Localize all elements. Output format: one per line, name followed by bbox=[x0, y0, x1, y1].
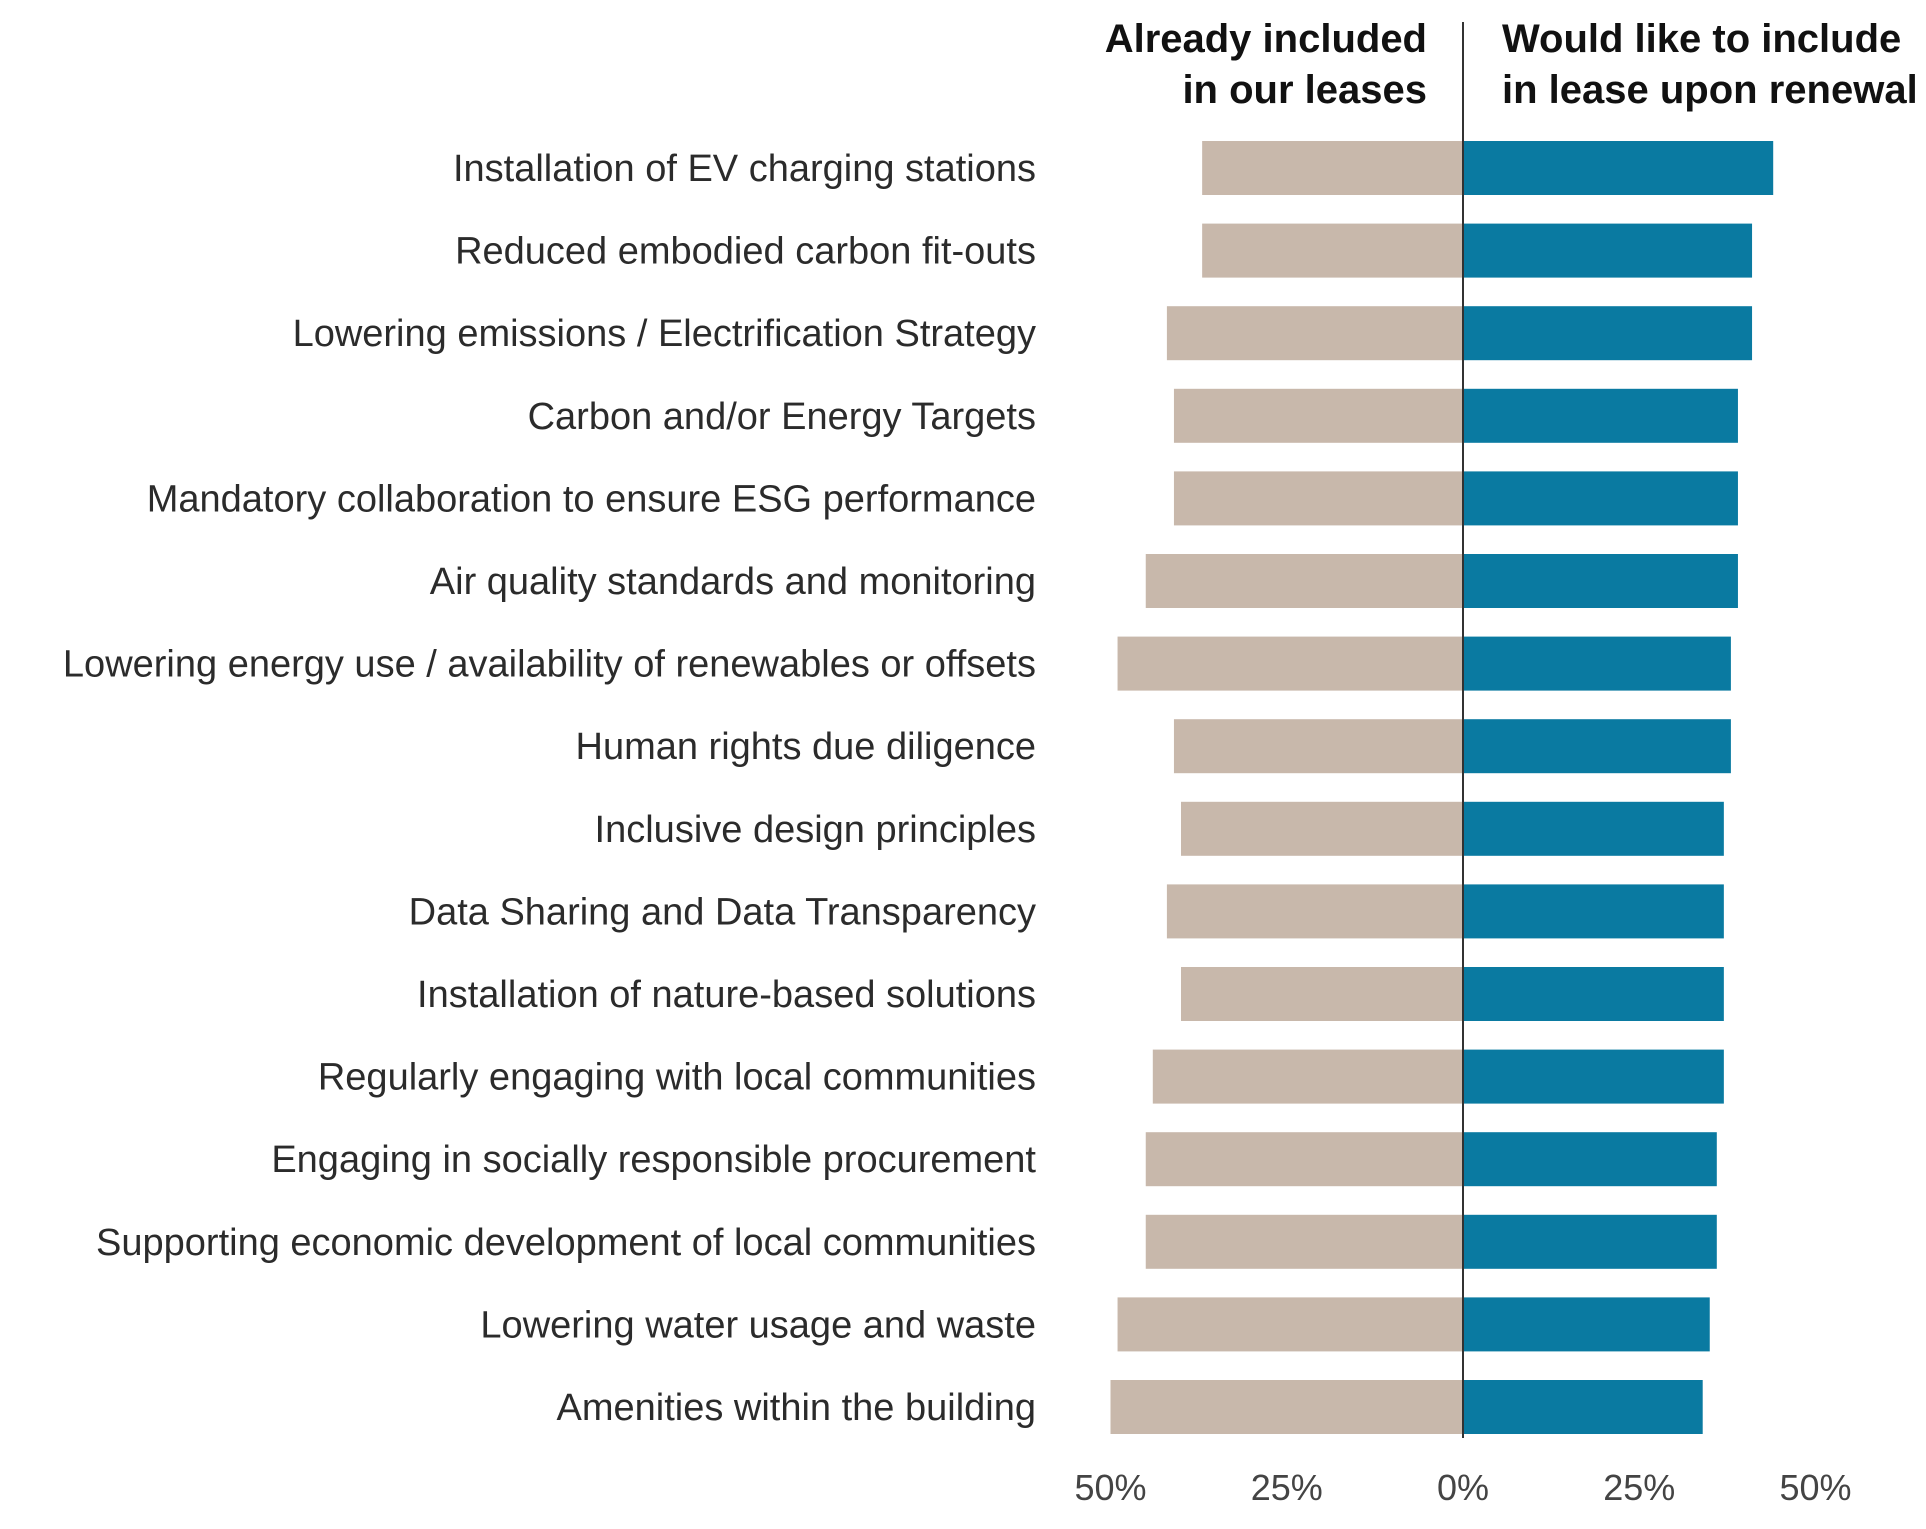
bar-already-included bbox=[1202, 223, 1463, 278]
bar-would-like-to-include bbox=[1463, 967, 1724, 1021]
category-label: Inclusive design principles bbox=[595, 809, 1036, 851]
category-label: Lowering emissions / Electrification Str… bbox=[293, 313, 1036, 355]
bar-already-included bbox=[1173, 719, 1463, 774]
category-label: Carbon and/or Energy Targets bbox=[528, 396, 1036, 438]
bar-would-like-to-include bbox=[1463, 306, 1753, 361]
header-right-line2: in lease upon renewal bbox=[1502, 68, 1918, 112]
category-label: Installation of EV charging stations bbox=[453, 148, 1036, 190]
category-label: Supporting economic development of local… bbox=[96, 1222, 1036, 1264]
bar-would-like-to-include bbox=[1463, 1380, 1703, 1434]
header-right-line1: Would like to include bbox=[1502, 17, 1901, 61]
bar-would-like-to-include bbox=[1463, 719, 1731, 774]
bar-would-like-to-include bbox=[1463, 388, 1738, 443]
bar-already-included bbox=[1202, 141, 1463, 195]
category-label: Amenities within the building bbox=[557, 1387, 1037, 1429]
bar-already-included bbox=[1166, 884, 1463, 939]
bar-would-like-to-include bbox=[1463, 141, 1774, 195]
header-left-line1: Already included bbox=[1105, 17, 1427, 61]
header-left-line2: in our leases bbox=[1182, 68, 1427, 112]
x-tick-label: 25% bbox=[1603, 1467, 1675, 1508]
category-label: Human rights due diligence bbox=[576, 726, 1037, 768]
bar-already-included bbox=[1173, 388, 1463, 443]
bar-would-like-to-include bbox=[1463, 554, 1738, 608]
bar-already-included bbox=[1152, 1049, 1463, 1104]
bar-already-included bbox=[1173, 471, 1463, 526]
category-label: Air quality standards and monitoring bbox=[430, 561, 1036, 603]
already-included-series bbox=[1110, 141, 1463, 1434]
x-tick-label: 50% bbox=[1074, 1467, 1146, 1508]
bar-already-included bbox=[1181, 801, 1463, 856]
bar-already-included bbox=[1145, 554, 1463, 608]
bar-already-included bbox=[1145, 1132, 1463, 1187]
would-like-series bbox=[1463, 141, 1774, 1434]
category-label: Engaging in socially responsible procure… bbox=[271, 1139, 1036, 1181]
category-label: Reduced embodied carbon fit-outs bbox=[455, 231, 1036, 273]
bar-already-included bbox=[1110, 1380, 1463, 1434]
category-label: Installation of nature-based solutions bbox=[417, 974, 1036, 1016]
bar-would-like-to-include bbox=[1463, 1132, 1717, 1187]
bar-already-included bbox=[1117, 1297, 1463, 1352]
category-labels: Installation of EV charging stations Redu… bbox=[63, 148, 1037, 1429]
category-label: Mandatory collaboration to ensure ESG pe… bbox=[147, 478, 1036, 520]
bar-would-like-to-include bbox=[1463, 636, 1731, 691]
category-label: Lowering water usage and waste bbox=[480, 1304, 1036, 1346]
bar-already-included bbox=[1145, 1214, 1463, 1269]
bar-would-like-to-include bbox=[1463, 801, 1724, 856]
bar-would-like-to-include bbox=[1463, 223, 1753, 278]
category-label: Regularly engaging with local communitie… bbox=[318, 1057, 1036, 1099]
x-tick-label: 0% bbox=[1437, 1467, 1489, 1508]
x-tick-label: 25% bbox=[1251, 1467, 1323, 1508]
bar-already-included bbox=[1117, 636, 1463, 691]
bar-would-like-to-include bbox=[1463, 884, 1724, 939]
category-label: Lowering energy use / availability of re… bbox=[63, 644, 1036, 686]
bar-already-included bbox=[1166, 306, 1463, 361]
bar-would-like-to-include bbox=[1463, 1214, 1717, 1269]
bar-would-like-to-include bbox=[1463, 471, 1738, 526]
bar-would-like-to-include bbox=[1463, 1297, 1710, 1352]
category-label: Data Sharing and Data Transparency bbox=[409, 891, 1036, 933]
x-axis-ticks: 50% 25% 0% 25% 50% bbox=[1074, 1467, 1851, 1508]
bar-already-included bbox=[1181, 967, 1463, 1021]
bar-would-like-to-include bbox=[1463, 1049, 1724, 1104]
x-tick-label: 50% bbox=[1779, 1467, 1851, 1508]
